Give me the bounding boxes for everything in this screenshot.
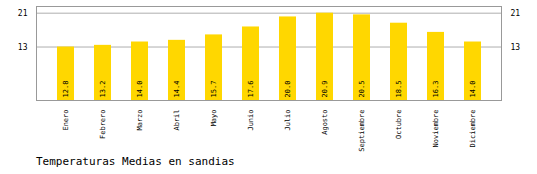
svg-text:20.0: 20.0 — [284, 81, 292, 98]
svg-text:17.6: 17.6 — [247, 81, 255, 98]
svg-text:Enero: Enero — [62, 110, 70, 131]
svg-text:18.5: 18.5 — [395, 81, 403, 98]
svg-text:15.7: 15.7 — [210, 81, 218, 98]
svg-text:Diciembre: Diciembre — [469, 110, 477, 148]
svg-text:12.8: 12.8 — [62, 81, 70, 98]
svg-text:14.4: 14.4 — [173, 81, 181, 98]
svg-text:20.9: 20.9 — [321, 81, 329, 98]
svg-text:Agosto: Agosto — [321, 110, 329, 135]
svg-text:13: 13 — [18, 43, 28, 52]
svg-text:Febrero: Febrero — [99, 110, 107, 140]
svg-text:Octubre: Octubre — [395, 110, 403, 140]
svg-text:Marzo: Marzo — [136, 110, 144, 131]
svg-text:Noviembre: Noviembre — [432, 110, 440, 148]
svg-text:14.0: 14.0 — [469, 81, 477, 98]
svg-text:Junio: Junio — [247, 110, 255, 131]
svg-text:21: 21 — [18, 9, 28, 18]
svg-text:13: 13 — [511, 43, 521, 52]
svg-text:14.0: 14.0 — [136, 81, 144, 98]
svg-text:20.5: 20.5 — [358, 81, 366, 98]
html-text:Temperaturas Medias en sandias: Temperaturas Medias en sandias — [36, 155, 235, 168]
svg-text:Mayo: Mayo — [210, 110, 218, 127]
svg-text:Julio: Julio — [284, 110, 292, 131]
svg-text:13.2: 13.2 — [99, 81, 107, 98]
svg-text:21: 21 — [511, 9, 521, 18]
svg-text:Septiembre: Septiembre — [358, 110, 366, 152]
svg-text:Abril: Abril — [173, 110, 181, 131]
svg-text:16.3: 16.3 — [432, 81, 440, 98]
